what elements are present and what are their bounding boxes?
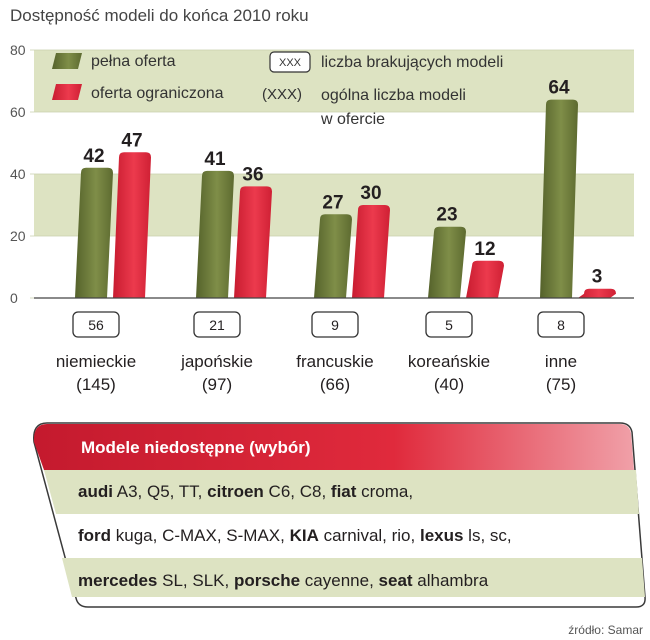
brand-models: croma,	[356, 482, 414, 501]
bar-full-niemieckie	[75, 167, 113, 298]
legend-limited-label: oferta ograniczona	[91, 85, 224, 102]
category-label: koreańskie	[408, 352, 490, 371]
panel-header-bg	[33, 424, 634, 470]
y-tick-label: 40	[10, 166, 26, 182]
brand-models: kuga, C-MAX, S-MAX,	[111, 526, 290, 545]
chart-title: Dostępność modeli do końca 2010 roku	[10, 6, 309, 25]
category-label: niemieckie	[56, 352, 136, 371]
brand-models: cayenne,	[300, 571, 379, 590]
bars: 42 41 27 23 64 47 36 30 12 3	[75, 78, 616, 298]
data-label: 47	[121, 130, 142, 151]
unavailable-models-panel	[33, 422, 646, 608]
brand-models: SL, SLK,	[157, 571, 234, 590]
models-row: mercedes SL, SLK, porsche cayenne, seat …	[78, 571, 488, 591]
bar-full-koreańskie	[428, 226, 466, 298]
category-total: (66)	[320, 375, 350, 394]
brand-models: ls, sc,	[463, 526, 512, 545]
bar-limited-francuskie	[352, 205, 390, 298]
bar-full-inne	[540, 99, 578, 298]
legend-swatch-full	[52, 53, 82, 69]
brand-models: carnival, rio,	[318, 526, 420, 545]
source-note: źródło: Samar	[568, 623, 643, 637]
missing-count-box	[425, 311, 473, 338]
brand-name: fiat	[330, 482, 357, 501]
data-label: 36	[242, 164, 263, 185]
brand-name: KIA	[289, 526, 319, 545]
legend-box-marker: XXX	[279, 57, 302, 69]
panel-row-band-3	[62, 558, 645, 597]
bar-limited-japońskie	[234, 186, 272, 298]
y-tick-label: 80	[10, 42, 26, 58]
bar-limited-niemieckie	[113, 152, 151, 298]
bar-full-francuskie	[314, 214, 352, 298]
panel-title: Modele niedostępne (wybór)	[81, 438, 311, 457]
brand-models: A3, Q5, TT,	[112, 482, 208, 501]
y-tick-label: 0	[10, 290, 18, 306]
brand-name: citroen	[207, 482, 264, 501]
category-total: (145)	[76, 375, 116, 394]
data-label: 42	[83, 146, 104, 167]
brand-name: porsche	[233, 571, 301, 590]
missing-count-box	[193, 311, 241, 338]
bar-limited-koreańskie	[466, 260, 504, 298]
brand-name: mercedes	[78, 571, 158, 590]
category-total: (40)	[434, 375, 464, 394]
missing-count: 9	[331, 317, 339, 333]
grid-band	[34, 50, 634, 112]
legend: pełna oferta oferta ograniczona XXX licz…	[52, 51, 503, 128]
data-label: 3	[592, 267, 603, 288]
missing-count: 21	[209, 317, 225, 333]
legend-full-label: pełna oferta	[91, 53, 176, 70]
category-labels: 56 niemieckie (145) 21 japońskie (97) 9 francus…	[56, 311, 585, 394]
brand-name: seat	[378, 571, 413, 590]
models-row: ford kuga, C-MAX, S-MAX, KIA carnival, r…	[78, 526, 512, 546]
brand-name: lexus	[419, 526, 464, 545]
legend-box-text: liczba brakujących modeli	[321, 54, 503, 71]
data-label: 64	[548, 78, 570, 99]
brand-name: audi	[78, 482, 113, 501]
panel-row-band-1	[44, 470, 639, 514]
category-total: (97)	[202, 375, 232, 394]
legend-box-marker-frame	[269, 51, 311, 73]
data-label: 41	[204, 149, 226, 170]
missing-count-box	[311, 311, 359, 338]
models-row: audi A3, Q5, TT, citroen C6, C8, fiat cr…	[78, 482, 413, 502]
legend-paren-text-1: ogólna liczba modeli	[321, 87, 466, 104]
category-label: japońskie	[180, 352, 253, 371]
missing-count-box	[72, 311, 120, 338]
category-label: francuskie	[296, 352, 373, 371]
data-label: 23	[436, 205, 457, 226]
y-tick-label: 20	[10, 228, 26, 244]
missing-count: 8	[557, 317, 565, 333]
missing-count: 5	[445, 317, 453, 333]
y-tick-label: 60	[10, 104, 26, 120]
category-total: (75)	[546, 375, 576, 394]
legend-swatch-limited	[52, 84, 82, 100]
brand-models: C6, C8,	[263, 482, 331, 501]
missing-count-box	[537, 311, 585, 338]
brand-models: alhambra	[412, 571, 489, 590]
data-label: 12	[474, 239, 495, 260]
category-label: inne	[545, 352, 577, 371]
bar-limited-inne	[578, 288, 616, 298]
legend-paren-marker: (XXX)	[262, 86, 302, 103]
bar-full-japońskie	[196, 170, 234, 298]
legend-paren-text-2: w ofercie	[320, 111, 385, 128]
brand-name: ford	[78, 526, 112, 545]
data-label: 30	[360, 183, 381, 204]
data-label: 27	[322, 192, 343, 213]
missing-count: 56	[88, 317, 104, 333]
